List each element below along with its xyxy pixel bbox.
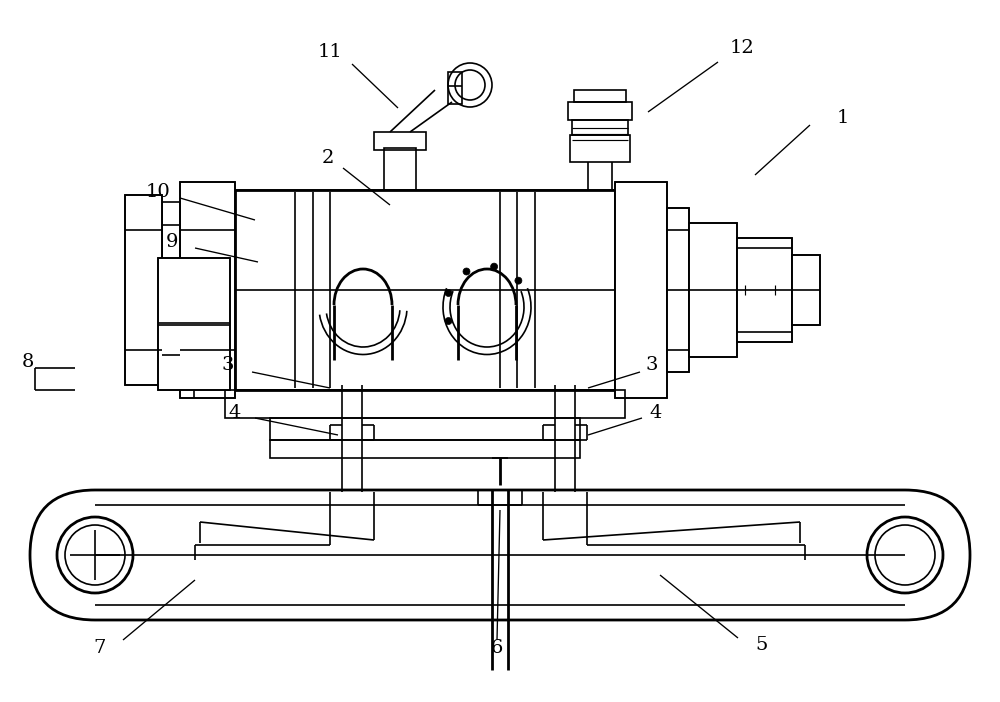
Text: 5: 5 [756,636,768,654]
Text: 6: 6 [491,639,503,657]
Text: 10: 10 [146,183,170,201]
Bar [570,135,630,162]
Text: 12: 12 [730,39,754,57]
FancyBboxPatch shape [30,490,970,620]
Bar [235,190,615,390]
Bar [180,182,235,398]
Bar [235,190,615,390]
Bar [180,182,235,398]
Text: 9: 9 [166,233,178,251]
Bar [158,258,230,390]
Bar [374,132,426,150]
Bar [792,255,820,325]
Text: 3: 3 [646,356,658,374]
Bar [448,72,462,104]
Bar [125,195,162,385]
Bar [125,195,162,385]
Bar [574,90,626,102]
Bar [270,418,580,440]
Text: 4: 4 [650,404,662,422]
Text: 7: 7 [94,639,106,657]
Circle shape [515,277,522,284]
Text: 1: 1 [837,109,849,127]
Bar [572,120,628,135]
Circle shape [445,317,452,324]
Circle shape [445,289,452,296]
Bar [384,148,416,190]
Bar [737,238,792,342]
Bar [270,440,580,458]
Text: 8: 8 [22,353,34,371]
Text: 4: 4 [229,404,241,422]
Bar [667,208,689,372]
Text: 11: 11 [318,43,342,61]
Bar [568,102,632,120]
Bar [615,182,667,398]
Bar [689,223,737,357]
Bar [615,182,667,398]
Text: 2: 2 [322,149,334,167]
Bar [792,255,820,325]
Bar [737,238,792,342]
Bar [667,208,689,372]
Circle shape [491,263,498,270]
Bar [689,223,737,357]
Bar [225,390,625,418]
Circle shape [463,268,470,275]
Bar [162,202,180,378]
Text: 3: 3 [222,356,234,374]
Bar [158,258,230,390]
